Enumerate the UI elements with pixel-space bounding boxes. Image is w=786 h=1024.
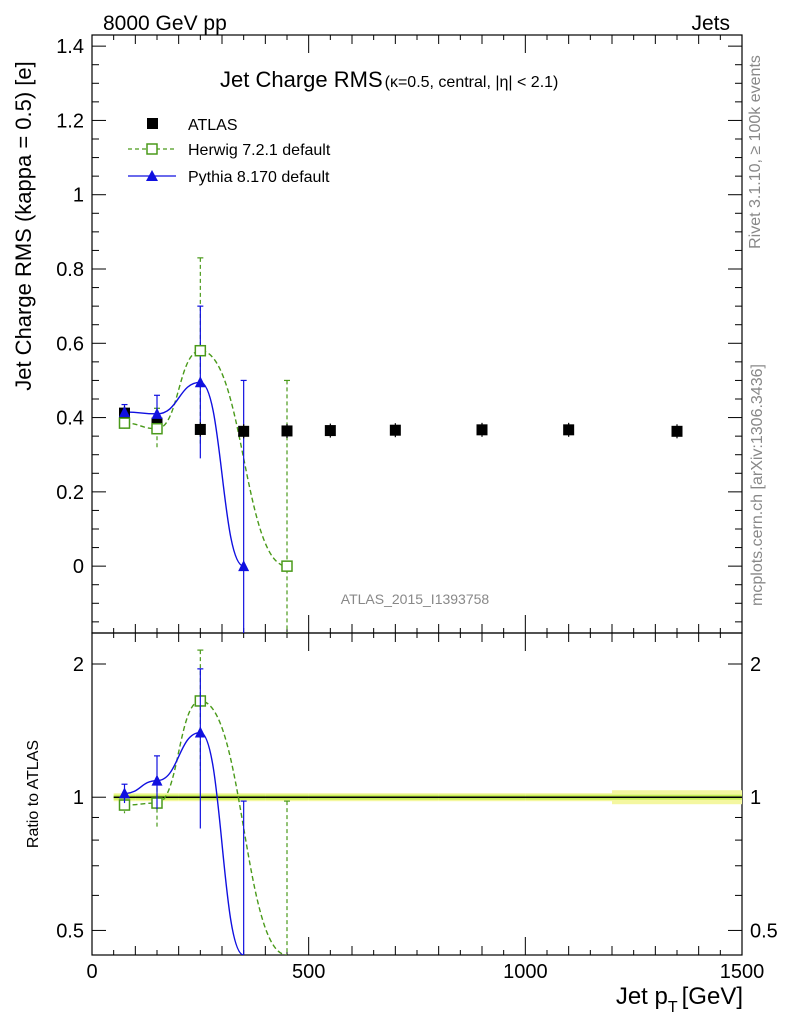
atlas-data-point <box>389 424 401 436</box>
mcplots-label: mcplots.cern.ch [arXiv:1306.3436] <box>749 364 766 606</box>
pythia-marker <box>151 407 163 419</box>
main-layer <box>118 257 683 633</box>
ratio-marker-pythia <box>194 726 206 738</box>
process-label: Jets <box>691 12 730 35</box>
rivet-label: Rivet 3.1.10, ≥ 100k events <box>747 55 764 249</box>
ratio-y-tick-label: 0.5 <box>56 920 84 942</box>
x-tick-label: 1000 <box>503 961 548 983</box>
x-axis-label-main: Jet p <box>616 983 668 1010</box>
legend-marker-pythia <box>146 170 158 181</box>
ratio-marker-pythia <box>119 787 130 799</box>
y-tick-label: 1.4 <box>56 36 84 58</box>
ratio-series-line-1 <box>124 731 244 955</box>
y-tick-label: 0.4 <box>56 408 84 430</box>
ratio-y-tick-label-right: 1 <box>750 787 761 809</box>
herwig-marker <box>118 417 131 429</box>
atlas-data-point <box>671 425 683 437</box>
y-tick-label: 0.2 <box>56 482 84 504</box>
atlas-data-point <box>324 425 336 437</box>
ratio-y-tick-label-right: 0.5 <box>750 920 778 942</box>
ratio-y-tick-label: 1 <box>73 787 84 809</box>
y-tick-label: 0.6 <box>56 333 84 355</box>
energy-label: 8000 GeV pp <box>103 12 227 35</box>
x-tick-label: 0 <box>86 961 97 983</box>
pythia-marker <box>119 406 130 417</box>
chart-title-suffix: (κ=0.5, central, |η| < 2.1) <box>385 74 559 91</box>
atlas-data-point <box>194 423 206 435</box>
chart-title: Jet Charge RMS (κ=0.5, central, |η| < 2.1… <box>220 67 558 92</box>
herwig-marker <box>151 422 163 435</box>
pythia-marker <box>194 376 206 388</box>
x-axis-label-sub: T <box>668 999 678 1016</box>
pythia-marker <box>238 560 250 572</box>
herwig-marker <box>194 344 207 357</box>
ratio-y-axis-label: Ratio to ATLAS <box>25 740 42 848</box>
y-tick-label: 1.2 <box>56 110 84 132</box>
y-tick-label: 0.8 <box>56 259 84 281</box>
main-series-line-2 <box>124 381 244 567</box>
x-tick-label: 1500 <box>720 961 765 983</box>
atlas-data-point <box>238 425 250 437</box>
x-axis-label-unit: [GeV] <box>682 983 743 1010</box>
main-y-axis-label: Jet Charge RMS (kappa = 0.5) [e] <box>11 61 36 391</box>
x-axis-label: Jet pT [GeV] <box>616 983 743 1016</box>
legend-label-pythia: Pythia 8.170 default <box>188 169 330 186</box>
legend-marker-herwig <box>146 143 158 155</box>
analysis-id: ATLAS_2015_I1393758 <box>341 591 490 607</box>
ratio-y-tick-label: 2 <box>73 654 84 676</box>
legend-label-atlas: ATLAS <box>188 117 238 134</box>
ratio-layer <box>113 649 742 955</box>
atlas-data-point <box>281 425 293 437</box>
legend-label-herwig: Herwig 7.2.1 default <box>188 142 331 159</box>
chart-title-main: Jet Charge RMS <box>220 67 383 92</box>
x-tick-label: 500 <box>292 961 325 983</box>
legend-marker-atlas <box>147 118 158 129</box>
main-series-line-1 <box>124 350 288 567</box>
axes-layer: 0 0.2 0.4 0.6 0.8 1 1.2 1.4 0 500 1000 1500 0.5 0.5 1 1… <box>56 35 778 983</box>
ratio-marker-pythia <box>151 774 163 786</box>
ratio-series-line-0 <box>124 700 288 955</box>
legend: ATLAS Herwig 7.2.1 default Pythia 8.170 … <box>128 117 331 186</box>
y-tick-label: 0 <box>73 556 84 578</box>
ratio-y-tick-label-right: 2 <box>750 654 761 676</box>
y-tick-label: 1 <box>73 185 84 207</box>
atlas-data-point <box>563 424 575 436</box>
atlas-data-point <box>476 424 488 436</box>
herwig-marker <box>281 560 293 572</box>
